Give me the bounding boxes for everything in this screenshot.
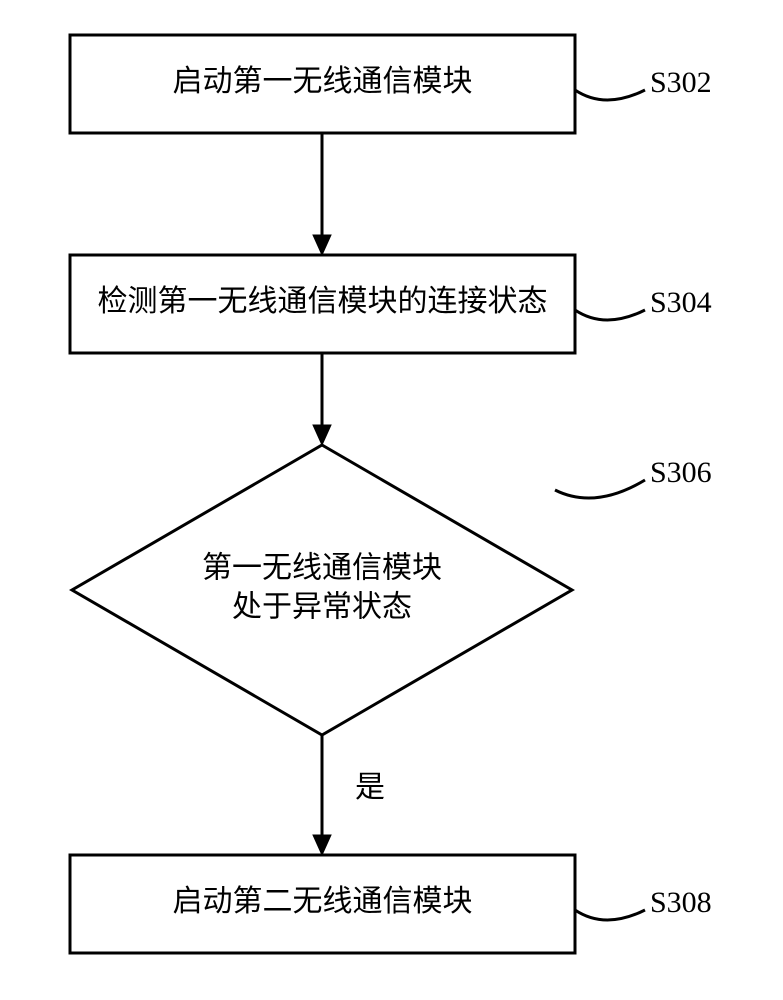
flow-node-text: 处于异常状态 xyxy=(232,590,412,623)
step-label-s308: S308 xyxy=(650,886,712,919)
step-label-s304: S304 xyxy=(650,286,712,319)
step-label-s306: S306 xyxy=(650,456,712,489)
flow-node-text: 第一无线通信模块 xyxy=(202,551,442,584)
edge-arrowhead xyxy=(313,425,331,445)
step-leader-s302 xyxy=(575,90,645,100)
step-label-s302: S302 xyxy=(650,66,712,99)
flow-node-text: 启动第一无线通信模块 xyxy=(173,65,473,98)
flow-node-text: 启动第二无线通信模块 xyxy=(173,885,473,918)
step-leader-s306 xyxy=(555,480,645,498)
edge-arrowhead xyxy=(313,235,331,255)
edge-arrowhead xyxy=(313,835,331,855)
step-leader-s308 xyxy=(575,910,645,920)
step-leader-s304 xyxy=(575,310,645,320)
flow-node-text: 检测第一无线通信模块的连接状态 xyxy=(98,285,548,318)
edge-label: 是 xyxy=(355,771,385,804)
